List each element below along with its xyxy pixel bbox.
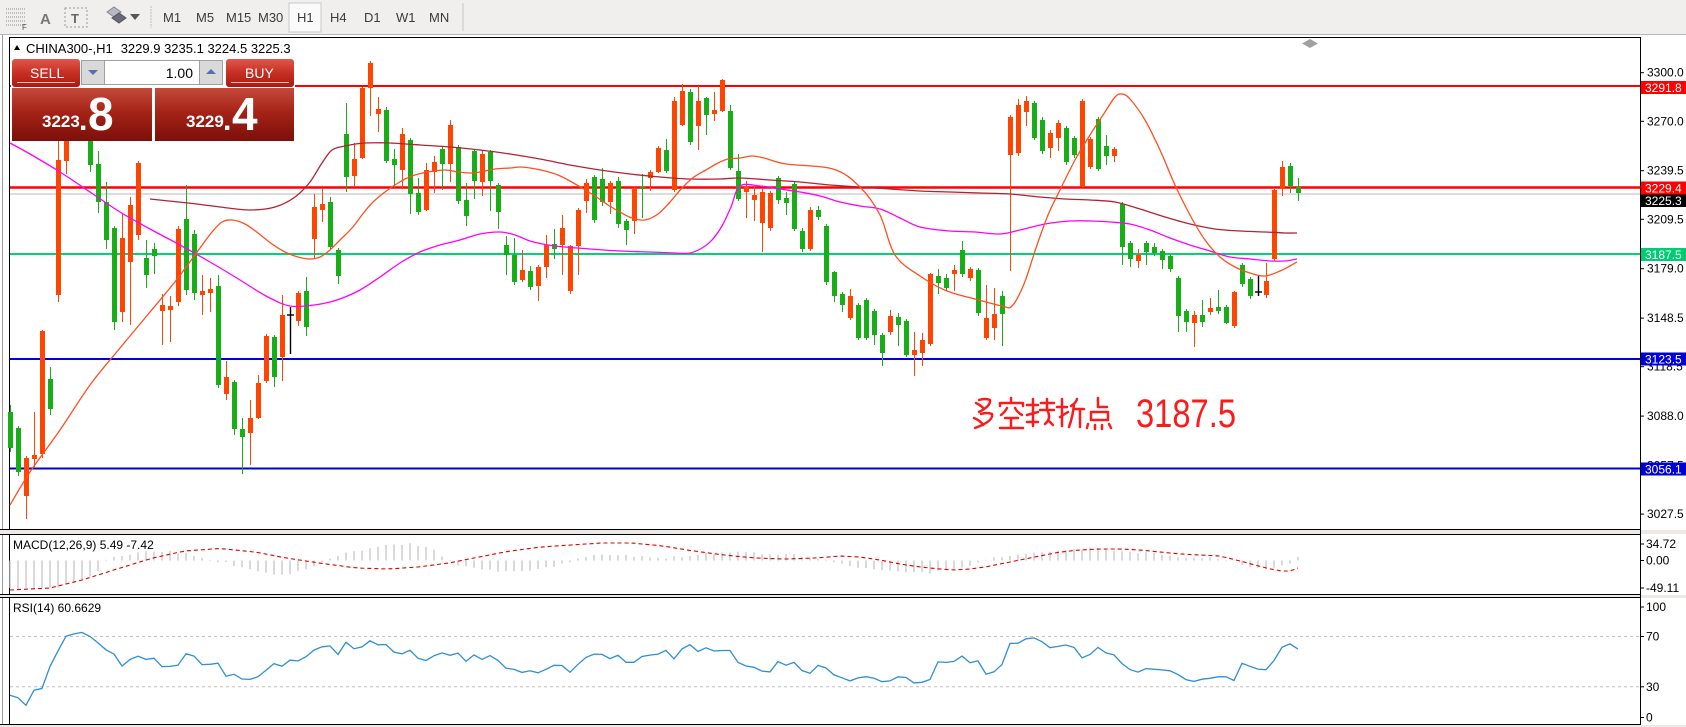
svg-text:A: A (40, 11, 51, 28)
svg-text:W1: W1 (396, 10, 416, 25)
svg-text:3270.0: 3270.0 (1647, 114, 1684, 128)
svg-text:100: 100 (1646, 600, 1666, 614)
svg-text:30: 30 (1646, 680, 1660, 694)
svg-text:0: 0 (1646, 711, 1653, 725)
svg-text:3229: 3229 (186, 112, 224, 131)
svg-text:3187.5: 3187.5 (1645, 248, 1682, 262)
svg-text:MN: MN (429, 10, 449, 25)
svg-text:0.00: 0.00 (1646, 554, 1670, 568)
svg-text:3027.5: 3027.5 (1647, 507, 1684, 521)
svg-text:F: F (22, 23, 27, 32)
svg-text:3300.0: 3300.0 (1647, 66, 1684, 80)
svg-text:SELL: SELL (30, 65, 64, 81)
svg-text:H1: H1 (297, 10, 314, 25)
svg-text:M30: M30 (258, 10, 283, 25)
svg-text:M15: M15 (226, 10, 251, 25)
svg-text:MACD(12,26,9) 5.49 -7.42: MACD(12,26,9) 5.49 -7.42 (13, 538, 154, 552)
svg-text:M5: M5 (196, 10, 214, 25)
svg-text:3225.3: 3225.3 (1645, 194, 1682, 208)
svg-text:.: . (79, 104, 87, 137)
svg-text:1.00: 1.00 (166, 65, 193, 81)
svg-text:M1: M1 (163, 10, 181, 25)
svg-text:3088.0: 3088.0 (1647, 409, 1684, 423)
svg-text:3148.5: 3148.5 (1647, 311, 1684, 325)
svg-text:3179.0: 3179.0 (1647, 262, 1684, 276)
svg-text:H4: H4 (330, 10, 347, 25)
svg-text:3291.8: 3291.8 (1645, 81, 1682, 95)
svg-text:34.72: 34.72 (1646, 537, 1676, 551)
svg-text:T: T (71, 11, 79, 26)
svg-text:4: 4 (232, 88, 258, 140)
svg-text:3187.5: 3187.5 (1136, 392, 1236, 436)
svg-text:.: . (223, 104, 231, 137)
svg-text:3056.1: 3056.1 (1645, 463, 1682, 477)
svg-text:8: 8 (88, 88, 114, 140)
svg-text:RSI(14) 60.6629: RSI(14) 60.6629 (13, 601, 101, 615)
svg-text:3239.5: 3239.5 (1647, 164, 1684, 178)
svg-text:BUY: BUY (245, 65, 274, 81)
svg-text:70: 70 (1646, 630, 1660, 644)
svg-text:3223: 3223 (42, 112, 80, 131)
svg-text:3123.5: 3123.5 (1645, 353, 1682, 367)
svg-text:3229.4: 3229.4 (1645, 182, 1682, 196)
svg-text:-49.11: -49.11 (1646, 581, 1679, 595)
svg-text:3209.5: 3209.5 (1647, 212, 1684, 226)
svg-text:D1: D1 (364, 10, 381, 25)
